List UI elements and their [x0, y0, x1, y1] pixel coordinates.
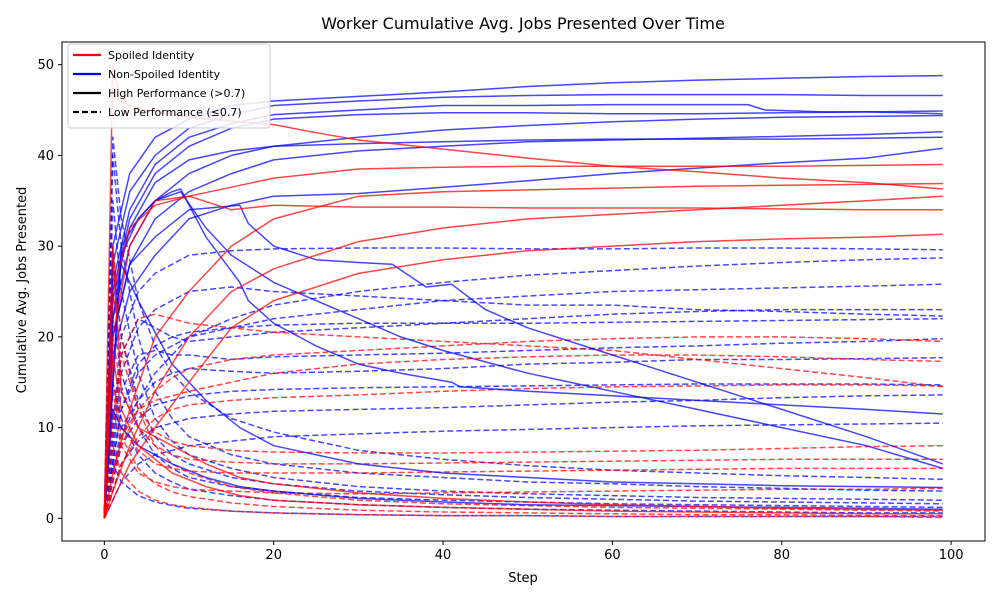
series-line-non-spoiled-low-34: [103, 263, 943, 519]
x-tick-label: 100: [939, 548, 964, 563]
plot-frame: [61, 41, 986, 542]
series-line-non-spoiled-low-24: [103, 337, 943, 519]
series-line-non-spoiled-high-8: [103, 188, 943, 519]
series-line-non-spoiled-low-27: [103, 394, 943, 519]
series-layer: [103, 63, 943, 519]
series-line-non-spoiled-high-4: [103, 136, 943, 519]
x-tick-label: 0: [100, 548, 108, 563]
series-line-non-spoiled-low-28: [103, 422, 943, 519]
series-line-non-spoiled-high-9: [103, 190, 943, 519]
legend: Spoiled Identity Non-Spoiled Identity High…: [67, 43, 271, 129]
ticks-layer: 0 20 40 60 80 100 0 10 20 30 40 50: [37, 58, 963, 563]
legend-box: [67, 43, 271, 129]
series-line-non-spoiled-high-0: [103, 74, 943, 519]
x-tick-label: 20: [265, 548, 282, 563]
y-tick-label: 20: [37, 330, 54, 345]
series-line-non-spoiled-low-33: [103, 200, 943, 519]
series-line-spoiled-low-41: [103, 384, 943, 519]
series-line-non-spoiled-low-23: [103, 317, 943, 519]
y-tick-label: 10: [37, 421, 54, 436]
legend-label: Low Performance (≤0.7): [108, 106, 242, 119]
series-line-non-spoiled-low-21: [103, 247, 943, 519]
series-line-non-spoiled-high-3: [103, 110, 943, 519]
legend-label: High Performance (>0.7): [108, 87, 245, 100]
series-line-non-spoiled-high-7: [103, 147, 943, 519]
series-line-spoiled-low-39: [103, 336, 943, 519]
series-line-spoiled-low-48: [103, 444, 943, 519]
x-tick-label: 60: [604, 548, 621, 563]
legend-label: Non-Spoiled Identity: [108, 68, 221, 81]
x-tick-label: 80: [773, 548, 790, 563]
series-line-spoiled-low-42: [103, 290, 943, 519]
series-line-spoiled-low-40: [103, 313, 943, 519]
y-tick-label: 40: [37, 149, 54, 164]
series-line-spoiled-low-49: [103, 354, 943, 519]
chart-title: Worker Cumulative Avg. Jobs Presented Ov…: [321, 14, 725, 33]
y-tick-label: 0: [46, 512, 54, 527]
series-line-non-spoiled-high-1: [103, 93, 943, 519]
series-line-spoiled-high-18: [103, 233, 943, 519]
series-line-spoiled-high-15: [103, 195, 943, 519]
series-line-spoiled-low-47: [103, 390, 943, 519]
series-line-non-spoiled-low-38: [103, 136, 943, 519]
series-line-spoiled-low-44: [103, 381, 943, 519]
y-tick-label: 50: [37, 58, 54, 73]
legend-label: Spoiled Identity: [108, 49, 195, 62]
x-tick-label: 40: [435, 548, 452, 563]
series-line-non-spoiled-high-10: [103, 263, 943, 519]
series-line-non-spoiled-low-31: [103, 257, 943, 519]
series-line-non-spoiled-high-6: [103, 131, 943, 519]
series-line-non-spoiled-low-26: [103, 383, 943, 519]
y-tick-label: 30: [37, 240, 54, 255]
series-line-spoiled-high-16: [103, 182, 943, 519]
series-line-spoiled-high-19: [103, 245, 943, 519]
x-axis-label: Step: [508, 571, 538, 586]
y-axis-label: Cumulative Avg. Jobs Presented: [15, 187, 30, 394]
series-line-non-spoiled-high-2: [103, 103, 943, 519]
series-line-non-spoiled-high-12: [103, 204, 943, 519]
series-line-spoiled-high-20: [103, 354, 943, 519]
series-line-non-spoiled-low-30: [103, 283, 943, 519]
series-line-spoiled-low-45: [103, 408, 943, 519]
series-line-spoiled-high-14: [103, 163, 943, 519]
